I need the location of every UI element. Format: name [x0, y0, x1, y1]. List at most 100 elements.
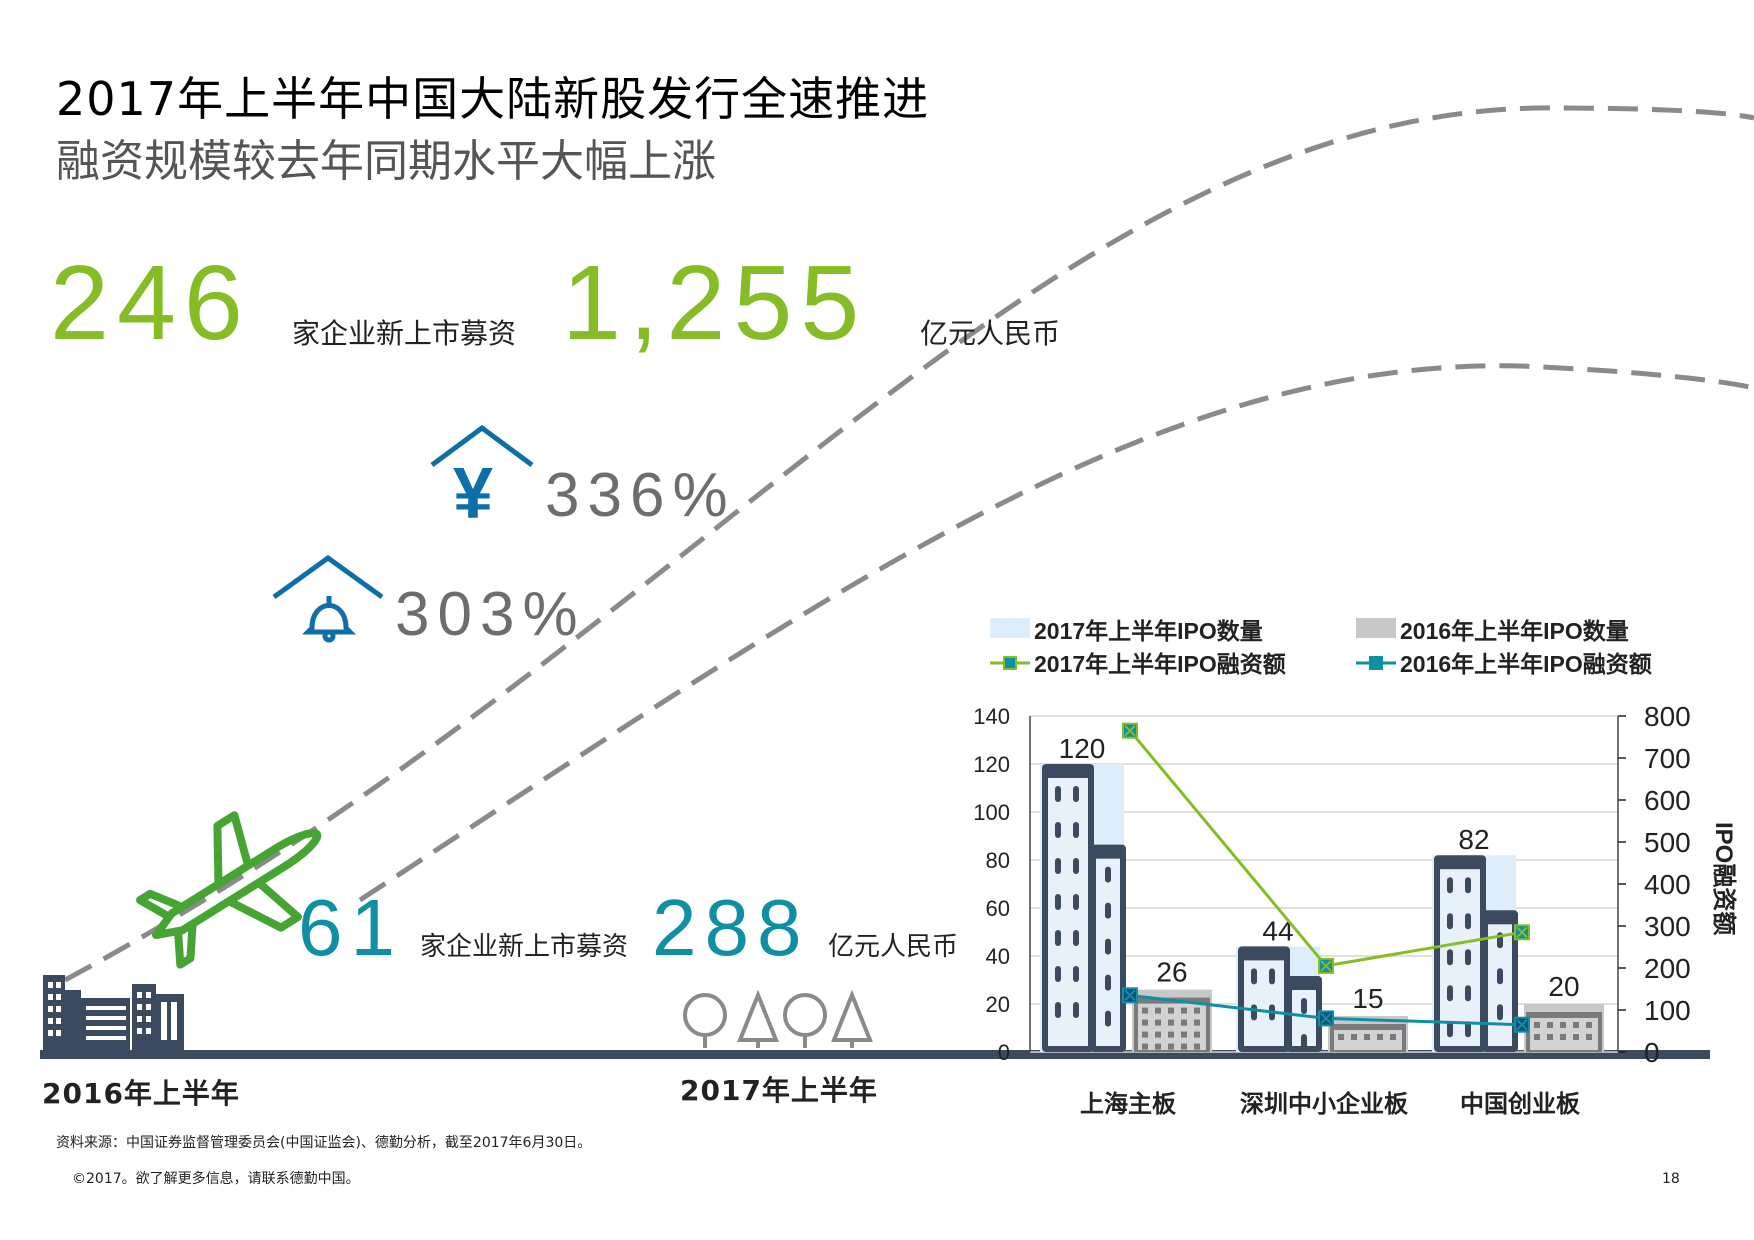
building-window — [1142, 1043, 1148, 1050]
series-2017-amount-marker-cross — [1124, 724, 1136, 737]
x-category-label: 上海主板 — [1080, 1090, 1177, 1118]
building-window — [1105, 902, 1111, 919]
building-window — [1465, 877, 1471, 894]
building-window — [1055, 858, 1061, 874]
x-category-label: 中国创业板 — [1460, 1091, 1581, 1118]
building-window — [1573, 1034, 1579, 1040]
building-window — [1073, 822, 1079, 838]
building-window — [1073, 858, 1079, 874]
y-right-tick-label: 300 — [1644, 911, 1691, 942]
stat-2016-companies: 61 — [298, 883, 403, 972]
growth-amount-pct: 336% — [545, 461, 736, 530]
building-window — [1269, 968, 1275, 985]
series-2017-amount-marker-cross — [1320, 960, 1332, 972]
building-window — [1055, 786, 1061, 802]
y-left-tick-label: 20 — [986, 992, 1010, 1017]
series-2016-amount-marker-cross — [1320, 1012, 1332, 1025]
building-window — [1534, 1022, 1540, 1028]
copyright-note: ©2017。欲了解更多信息，请联系德勤中国。 — [72, 1171, 360, 1187]
bar-label-2016: 15 — [1352, 983, 1383, 1014]
timeline-end-label: 2017年上半年 — [680, 1074, 878, 1107]
building-window — [1447, 913, 1453, 930]
x-category-label: 深圳中小企业板 — [1240, 1090, 1409, 1118]
stat-2017-companies: 246 — [50, 244, 251, 362]
stat-2016-amount-label: 亿元人民币 — [828, 932, 959, 962]
building-window — [1447, 949, 1453, 966]
source-note: 资料来源：中国证券监督管理委员会(中国证监会)、德勤分析，截至2017年6月30… — [56, 1135, 592, 1151]
building-window — [1586, 1022, 1592, 1028]
stat-2016-amount: 288 — [652, 883, 810, 972]
building-window — [1105, 1010, 1111, 1027]
y-right-tick-label: 200 — [1644, 953, 1691, 984]
dashed-arc-lower — [358, 363, 1754, 903]
y-right-axis-label: IPO融资额 — [1710, 822, 1737, 935]
building-window — [1547, 1022, 1553, 1028]
building-face — [1244, 960, 1284, 1046]
building-window — [1560, 1034, 1566, 1040]
stat-2016-companies-label: 家企业新上市募资 — [420, 932, 629, 962]
bell-house-icon — [272, 554, 384, 643]
building-window — [1055, 966, 1061, 982]
timeline-start-label: 2016年上半年 — [42, 1077, 240, 1110]
building-window — [1142, 1019, 1148, 1026]
legend-label: 2016年上半年IPO融资额 — [1400, 651, 1652, 677]
building-window — [1105, 938, 1111, 955]
building-window — [1465, 913, 1471, 930]
building-window — [1073, 786, 1079, 802]
building-window — [1155, 1031, 1161, 1038]
series-2016-amount-marker-cross — [1516, 1018, 1528, 1031]
building-window — [1055, 822, 1061, 838]
legend-swatch — [990, 618, 1030, 638]
trees-icon — [683, 989, 873, 1048]
bar-label-2017: 82 — [1458, 824, 1489, 855]
building-window — [1181, 1019, 1187, 1026]
page-subtitle: 融资规模较去年同期水平大幅上涨 — [56, 136, 716, 187]
building-window — [1465, 1021, 1471, 1038]
building-window — [1055, 1002, 1061, 1018]
building-window — [1181, 1043, 1187, 1050]
building-window — [1390, 1034, 1396, 1040]
building-window — [1168, 1007, 1174, 1014]
y-right-tick-label: 700 — [1644, 743, 1691, 774]
building-window — [1155, 1043, 1161, 1050]
stat-2017-companies-label: 家企业新上市募资 — [292, 317, 517, 350]
legend-label: 2017年上半年IPO融资额 — [1034, 651, 1286, 677]
building-window — [1073, 1002, 1079, 1018]
building-window — [1142, 1031, 1148, 1038]
building-window — [1497, 1004, 1503, 1021]
building-window — [1364, 1034, 1370, 1040]
y-left-tick-label: 120 — [973, 752, 1010, 777]
building-window — [1055, 930, 1061, 946]
building-window — [1465, 949, 1471, 966]
building-window — [1573, 1022, 1579, 1028]
building-window — [1547, 1034, 1553, 1040]
y-right-tick-label: 400 — [1644, 869, 1691, 900]
building-window — [1155, 1019, 1161, 1026]
building-window — [1338, 1034, 1344, 1040]
bar-label-2017: 120 — [1059, 733, 1106, 764]
y-right-tick-label: 500 — [1644, 827, 1691, 858]
building-window — [1447, 985, 1453, 1002]
y-right-tick-label: 800 — [1644, 701, 1691, 732]
page-title: 2017年上半年中国大陆新股发行全速推进 — [56, 72, 930, 126]
legend-label: 2017年上半年IPO数量 — [1034, 618, 1263, 644]
airplane-icon — [136, 811, 322, 969]
building-window — [1534, 1034, 1540, 1040]
legend-swatch — [1356, 618, 1396, 638]
building-window — [1168, 1043, 1174, 1050]
building-window — [1168, 1019, 1174, 1026]
legend-swatch-marker — [1369, 656, 1383, 670]
stat-2017-amount-label: 亿元人民币 — [920, 317, 1061, 350]
building-window — [1586, 1034, 1592, 1040]
y-left-tick-label: 40 — [986, 944, 1010, 969]
building-window — [1181, 1031, 1187, 1038]
building-window — [1447, 1021, 1453, 1038]
building-window — [1168, 1031, 1174, 1038]
office-buildings-icon — [43, 975, 184, 1050]
building-window — [1105, 866, 1111, 883]
building-window — [1251, 1004, 1257, 1021]
building-window — [1194, 1043, 1200, 1050]
y-left-tick-label: 140 — [973, 704, 1010, 729]
stat-2017-amount: 1,255 — [562, 244, 868, 362]
